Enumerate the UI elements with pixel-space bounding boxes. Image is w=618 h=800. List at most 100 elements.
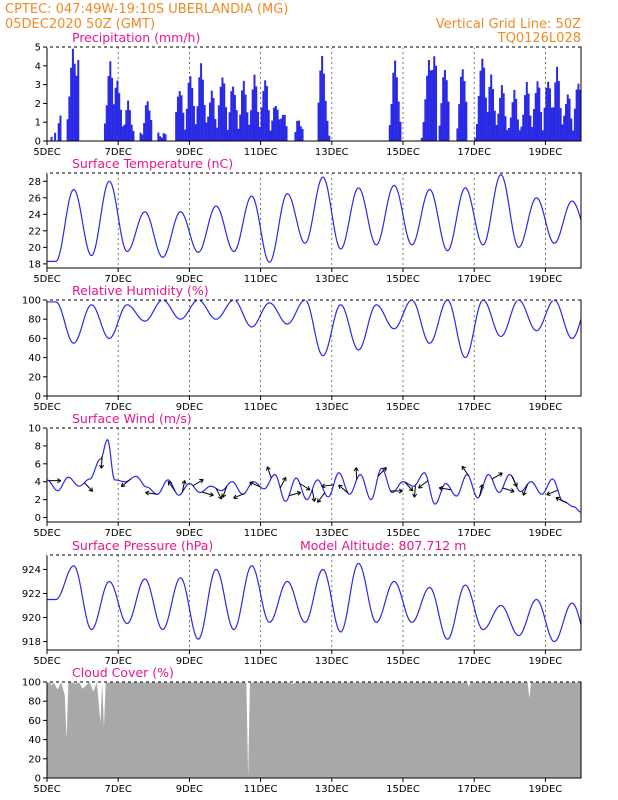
panels-container: 0 1 2 3 4 5 5DEC 7DEC 9DEC 11DEC 13DEC 15DEC 17DEC 19…: [22, 30, 582, 795]
panel-rh: 0 20 40 60 80 100 5DEC 7DEC 9DEC 11DEC 13DEC 15DEC 1…: [22, 283, 582, 413]
precip-bar: [118, 93, 121, 141]
wind-vector: [317, 492, 326, 503]
precip-bar: [559, 108, 562, 141]
x-tick-label: 5DEC: [33, 656, 60, 667]
precip-bar: [132, 131, 135, 141]
precip-bar: [570, 118, 573, 141]
x-tick-label: 19DEC: [529, 274, 563, 285]
wind-vector-head: [412, 493, 418, 498]
wind-vector: [266, 466, 272, 479]
wind-vector-head: [99, 464, 105, 469]
panel-precip: 0 1 2 3 4 5 5DEC 7DEC 9DEC 11DEC 13DEC 15DEC 17DEC 19…: [33, 30, 582, 158]
precip-bar: [420, 137, 423, 141]
precip-bar: [447, 101, 450, 141]
y-tick-label: 18: [28, 259, 41, 270]
wind-vector: [84, 482, 93, 492]
wind-vector-head: [167, 481, 173, 486]
precip-bar: [281, 114, 284, 141]
y-tick-label: 4: [35, 61, 41, 72]
precip-bar: [538, 87, 541, 141]
x-tick-label: 17DEC: [457, 528, 491, 539]
x-tick-label: 11DEC: [244, 402, 278, 413]
precip-bar: [497, 113, 500, 141]
precip-bar: [70, 67, 73, 141]
precip-bar: [493, 110, 496, 141]
precip-bar: [328, 135, 331, 141]
panel-title-temp: Surface Temperature (nC): [72, 156, 233, 171]
x-tick-label: 9DEC: [176, 147, 203, 158]
precip-bar: [388, 125, 391, 141]
precip-bar: [178, 91, 181, 141]
precip-bar: [66, 119, 69, 141]
x-tick-label: 17DEC: [457, 274, 491, 285]
wind-vector: [181, 480, 186, 493]
wind-vector: [338, 484, 349, 494]
precip-bar: [522, 114, 525, 141]
wind-vector-head: [120, 482, 126, 488]
wind-vector: [511, 475, 518, 487]
precip-bar: [239, 114, 242, 141]
wind-vector: [555, 497, 567, 504]
x-tick-label: 15DEC: [386, 784, 420, 795]
cloud-area: [47, 682, 581, 778]
precip-bar: [146, 101, 149, 141]
precip-bar: [267, 110, 270, 141]
precip-bar: [440, 103, 443, 141]
wind-vector-head: [181, 480, 187, 485]
precip-bar: [187, 82, 190, 141]
precip-bar: [481, 58, 484, 141]
precip-bar: [531, 126, 534, 141]
wind-vector-head: [321, 483, 326, 489]
precip-bar: [160, 137, 163, 141]
precip-bar: [262, 90, 265, 141]
y-tick-label: 80: [28, 697, 41, 708]
y-tick-label: 26: [28, 193, 41, 204]
precip-bar: [175, 112, 178, 141]
y-tick-label: 8: [35, 441, 41, 452]
precip-bar: [246, 112, 249, 141]
wind-vector-head: [438, 485, 444, 491]
precip-bar: [483, 67, 486, 141]
precip-bar: [465, 101, 468, 141]
precip-bar: [443, 70, 446, 141]
precip-bar: [258, 126, 261, 141]
precip-bar: [257, 111, 260, 141]
x-tick-label: 9DEC: [176, 656, 203, 667]
precip-bar: [433, 56, 436, 142]
precip-bar: [321, 55, 324, 141]
y-tick-label: 60: [28, 334, 41, 345]
wind-vector-head: [57, 478, 62, 484]
y-tick-label: 60: [28, 716, 41, 727]
wind-vector-head: [461, 465, 466, 471]
precip-bar: [545, 87, 548, 141]
precip-bar: [265, 86, 268, 141]
precip-bar: [196, 106, 199, 141]
precip-bar: [518, 130, 521, 141]
precip-bar: [577, 83, 580, 141]
wind-vector-head: [296, 490, 302, 496]
precip-bar: [203, 104, 206, 141]
precip-bar: [324, 100, 327, 141]
wind-vector-head: [408, 486, 414, 492]
precip-bar: [502, 93, 505, 141]
precip-bar: [150, 119, 153, 141]
precip-bar: [237, 128, 240, 141]
precip-bar: [210, 90, 213, 141]
precip-bar: [73, 63, 76, 142]
precip-bar: [251, 89, 254, 141]
precip-bar: [511, 102, 514, 141]
precip-bar: [543, 107, 546, 141]
precip-bar: [128, 110, 131, 141]
precip-bar: [121, 126, 124, 141]
precip-bar: [548, 88, 551, 141]
precip-bar: [394, 60, 397, 141]
y-tick-label: 0: [35, 137, 41, 148]
precip-bar: [226, 130, 229, 141]
x-tick-label: 11DEC: [244, 528, 278, 539]
precip-bar: [194, 124, 197, 141]
precip-bar: [509, 117, 512, 141]
wind-vector: [299, 483, 311, 491]
precip-bar: [474, 137, 477, 141]
precip-bar: [459, 76, 462, 141]
y-tick-label: 4: [35, 477, 41, 488]
